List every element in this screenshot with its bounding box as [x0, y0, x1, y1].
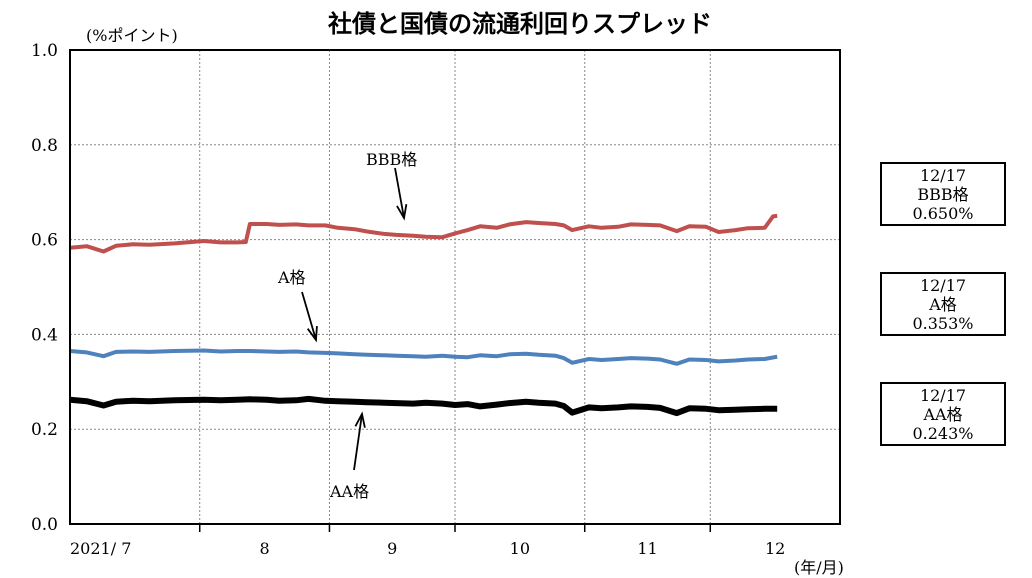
value-box-value: 0.650%	[912, 204, 974, 223]
x-tick-label: 9	[387, 539, 397, 558]
annotation-arrow-bbb	[394, 167, 408, 221]
x-axis-unit-label: (年/月)	[794, 558, 844, 577]
value-box-value: 0.243%	[912, 424, 974, 443]
y-tick-label: 0.6	[31, 231, 58, 251]
series-line-1	[69, 348, 778, 366]
series-group	[69, 213, 778, 417]
x-tick-label: 2021/ 7	[70, 539, 131, 558]
annotation-bbb: BBB格	[366, 150, 418, 169]
x-tick-label: 11	[637, 539, 657, 558]
annotation-arrows	[301, 167, 408, 471]
y-tick-label: 1.0	[31, 41, 58, 61]
value-box-bbb: 12/17 BBB格 0.650%	[880, 162, 1006, 226]
grid-lines	[70, 50, 840, 524]
x-tick-label: 12	[765, 539, 785, 558]
series-line-2	[69, 395, 778, 417]
value-box-label: BBB格	[917, 185, 969, 204]
annotation-arrow-aa	[353, 411, 366, 471]
value-box-a: 12/17 A格 0.353%	[880, 272, 1006, 336]
annotation-aa: AA格	[330, 482, 370, 501]
chart-title: 社債と国債の流通利回りスプレッド	[328, 10, 712, 38]
value-box-value: 0.353%	[912, 314, 974, 333]
annotation-arrow-a	[301, 291, 318, 343]
value-box-date: 12/17	[919, 166, 967, 185]
x-axis-ticks: 2021/ 7 8 9 10 11 12	[70, 524, 785, 558]
y-axis-ticks: 0.0 0.2 0.4 0.6 0.8 1.0	[31, 41, 58, 535]
x-tick-label: 10	[510, 539, 530, 558]
value-box-label: A格	[929, 295, 957, 314]
x-tick-label: 8	[259, 539, 269, 558]
value-box-aa: 12/17 AA格 0.243%	[880, 382, 1006, 446]
y-axis-unit-label: (%ポイント)	[86, 26, 178, 45]
y-tick-label: 0.0	[31, 515, 58, 535]
y-tick-label: 0.8	[31, 136, 58, 156]
value-box-date: 12/17	[919, 386, 967, 405]
annotation-a: A格	[278, 268, 306, 287]
series-line-0	[69, 213, 778, 254]
value-box-date: 12/17	[919, 276, 967, 295]
y-tick-label: 0.4	[31, 325, 58, 345]
value-box-label: AA格	[923, 405, 963, 424]
y-tick-label: 0.2	[31, 420, 58, 440]
